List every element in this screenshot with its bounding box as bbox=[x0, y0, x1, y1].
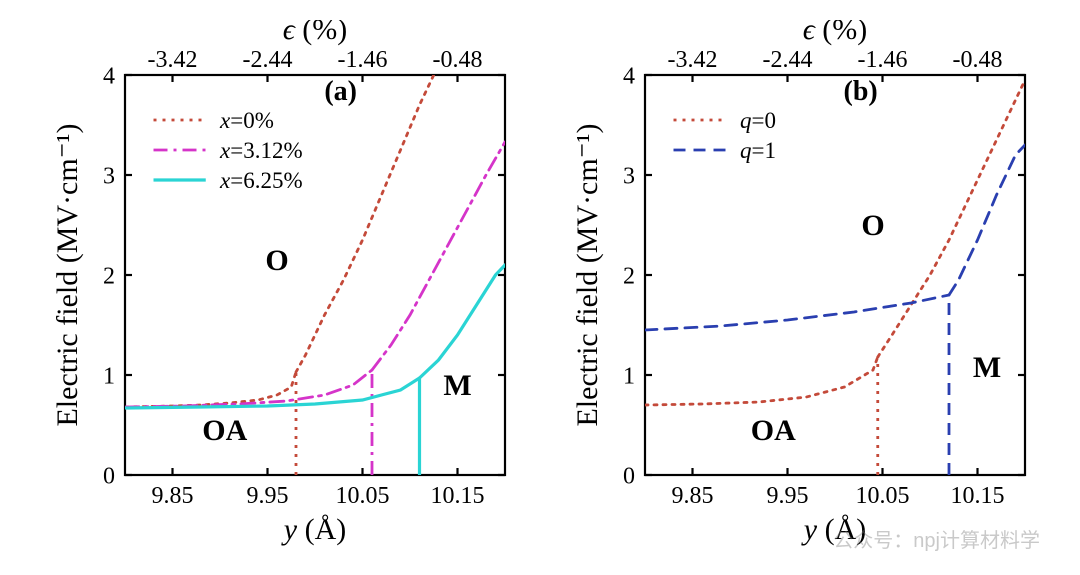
series-curve bbox=[645, 295, 949, 330]
region-label: O bbox=[861, 209, 884, 242]
ytick: 0 bbox=[623, 463, 635, 489]
ytick: 1 bbox=[623, 363, 635, 389]
x-axis-label-bottom: y (Å) bbox=[801, 513, 866, 546]
region-label: OA bbox=[202, 414, 247, 447]
series-curve bbox=[949, 145, 1025, 295]
xtick-top: -1.46 bbox=[338, 47, 388, 73]
ytick: 4 bbox=[623, 63, 635, 89]
xtick-top: -0.48 bbox=[953, 47, 1003, 73]
xtick-top: -3.42 bbox=[668, 47, 718, 73]
region-label: M bbox=[973, 351, 1001, 384]
panel-label: (b) bbox=[844, 76, 878, 107]
ytick: 3 bbox=[623, 163, 635, 189]
region-label: OA bbox=[751, 414, 796, 447]
series-curve bbox=[645, 357, 878, 405]
ytick: 4 bbox=[103, 63, 115, 89]
x-axis-label-top: ϵ (%) bbox=[283, 20, 348, 46]
x-axis-label-top: ϵ (%) bbox=[803, 20, 868, 46]
series-curve bbox=[878, 80, 1025, 357]
xtick-bottom: 9.85 bbox=[672, 483, 714, 509]
series-group bbox=[645, 80, 1025, 475]
xtick-bottom: 9.95 bbox=[247, 483, 289, 509]
xtick-top: -0.48 bbox=[433, 47, 483, 73]
xtick-top: -3.42 bbox=[148, 47, 198, 73]
axis-box bbox=[645, 75, 1025, 475]
ytick: 1 bbox=[103, 363, 115, 389]
xtick-bottom: 10.05 bbox=[336, 483, 390, 509]
ytick: 3 bbox=[103, 163, 115, 189]
series-group bbox=[125, 75, 505, 475]
ytick: 2 bbox=[623, 263, 635, 289]
xtick-bottom: 9.95 bbox=[767, 483, 809, 509]
xtick-top: -2.44 bbox=[763, 47, 813, 73]
legend-label: x=6.25% bbox=[219, 168, 303, 193]
chart-svg: 9.85 9.95 10.05 10.15 -3.42 -2.44 -1.46 -0.48 0 1… bbox=[570, 20, 1040, 550]
panel-b: 9.85 9.95 10.05 10.15 -3.42 -2.44 -1.46 -0.48 0 1… bbox=[570, 20, 1040, 550]
xtick-top: -2.44 bbox=[243, 47, 293, 73]
series-curve bbox=[296, 75, 434, 372]
legend-label: x=0% bbox=[219, 108, 274, 133]
xtick-top: -1.46 bbox=[858, 47, 908, 73]
xtick-bottom: 10.15 bbox=[431, 483, 485, 509]
legend-label: x=3.12% bbox=[219, 138, 303, 163]
series-curve bbox=[125, 378, 420, 408]
panel-a: 9.85 9.95 10.05 10.15 -3.42 -2.44 -1.46 -0.48 0 1… bbox=[50, 20, 520, 550]
ytick: 2 bbox=[103, 263, 115, 289]
panel-label: (a) bbox=[324, 76, 357, 107]
legend-label: q=1 bbox=[740, 138, 776, 163]
region-label: M bbox=[443, 369, 471, 402]
y-axis-label: Electric field (MV·cm⁻¹) bbox=[51, 123, 84, 426]
figure: 9.85 9.95 10.05 10.15 -3.42 -2.44 -1.46 -0.48 0 1… bbox=[0, 0, 1080, 575]
ytick: 0 bbox=[103, 463, 115, 489]
xtick-bottom: 10.15 bbox=[951, 483, 1005, 509]
series-curve bbox=[372, 142, 505, 370]
chart-svg: 9.85 9.95 10.05 10.15 -3.42 -2.44 -1.46 -0.48 0 1… bbox=[50, 20, 520, 550]
legend-label: q=0 bbox=[740, 108, 776, 133]
xtick-bottom: 9.85 bbox=[152, 483, 194, 509]
series-curve bbox=[420, 265, 506, 378]
y-axis-label: Electric field (MV·cm⁻¹) bbox=[571, 123, 604, 426]
x-axis-label-bottom: y (Å) bbox=[281, 513, 346, 546]
xtick-bottom: 10.05 bbox=[856, 483, 910, 509]
region-label: O bbox=[265, 244, 288, 277]
axis-box bbox=[125, 75, 505, 475]
